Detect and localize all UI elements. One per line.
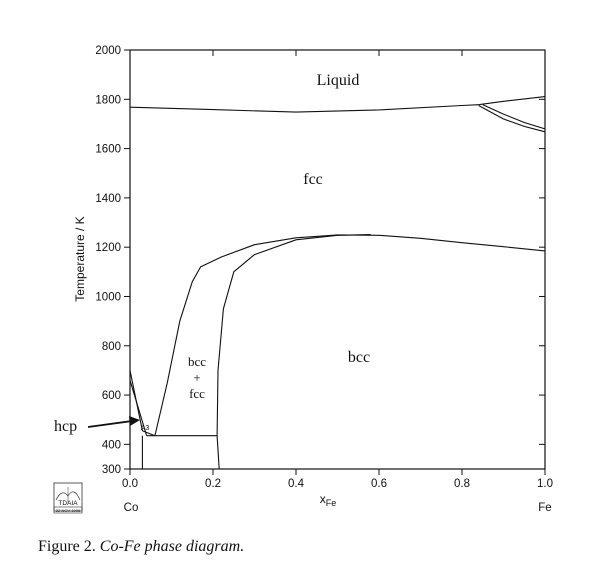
region-bcc-fcc-line3: fcc bbox=[189, 386, 205, 401]
x-tick-label: 0.4 bbox=[288, 478, 305, 490]
caption-title: Co-Fe phase diagram. bbox=[99, 538, 245, 555]
hcp-annotation-arrow bbox=[87, 420, 133, 428]
phase-boundary-2 bbox=[478, 105, 546, 133]
y-tick-label: 400 bbox=[102, 439, 121, 451]
y-tick-label: 800 bbox=[102, 341, 121, 353]
axis-ticks: 300 400 600 800 1000 1200 1400 1600 1800 2000 0.0 0… bbox=[95, 45, 553, 490]
y-tick-label: 1600 bbox=[95, 144, 121, 156]
x-tick-label: 1.0 bbox=[537, 478, 553, 490]
region-bcc-fcc-line1: bcc bbox=[188, 354, 206, 369]
plot-frame bbox=[129, 49, 546, 470]
y-axis-title: Temperature / K bbox=[73, 216, 87, 301]
y-tick-label: 1400 bbox=[95, 193, 121, 205]
y-tick-label: 600 bbox=[102, 390, 121, 402]
region-bcc-fcc-line2: + bbox=[193, 370, 200, 385]
phase-boundary-10 bbox=[216, 435, 220, 470]
phase-boundary-3 bbox=[482, 104, 546, 130]
x-end-label-left: Co bbox=[124, 502, 139, 514]
region-bcc-label: bcc bbox=[348, 349, 370, 366]
figure-caption: Figure 2. Co-Fe phase diagram. bbox=[38, 538, 244, 556]
x-end-label-right: Fe bbox=[538, 502, 551, 514]
phase-boundaries bbox=[129, 96, 546, 470]
tdaia-logo: TDAIA 22-NOV-1996 bbox=[53, 482, 83, 514]
region-liquid-label: Liquid bbox=[317, 72, 360, 89]
x-axis-title: xFe bbox=[320, 492, 337, 508]
tdaia-logo-date: 22-NOV-1996 bbox=[56, 508, 81, 513]
phase-boundary-7 bbox=[129, 380, 148, 436]
y-tick-label: 1000 bbox=[95, 291, 121, 303]
phase-boundary-5 bbox=[216, 234, 371, 436]
x-tick-label: 0.6 bbox=[371, 478, 387, 490]
region-a3-label: A3 bbox=[141, 425, 150, 432]
phase-boundary-0 bbox=[129, 104, 479, 113]
x-tick-label: 0.8 bbox=[454, 478, 470, 490]
phase-boundary-1 bbox=[478, 96, 546, 106]
x-tick-label: 0.2 bbox=[205, 478, 221, 490]
phase-boundary-6 bbox=[129, 370, 156, 437]
caption-prefix: Figure 2. bbox=[38, 538, 96, 555]
tdaia-logo-text: TDAIA bbox=[58, 500, 78, 507]
y-tick-label: 2000 bbox=[95, 45, 121, 57]
phase-boundary-4 bbox=[154, 234, 546, 436]
hcp-annotation-arrowhead bbox=[129, 416, 140, 426]
y-tick-label: 1800 bbox=[95, 94, 121, 106]
y-tick-label: 300 bbox=[102, 464, 121, 476]
y-tick-label: 1200 bbox=[95, 242, 121, 254]
x-tick-label: 0.0 bbox=[122, 478, 138, 490]
region-fcc-label: fcc bbox=[303, 171, 323, 188]
hcp-annotation-label: hcp bbox=[54, 418, 77, 435]
